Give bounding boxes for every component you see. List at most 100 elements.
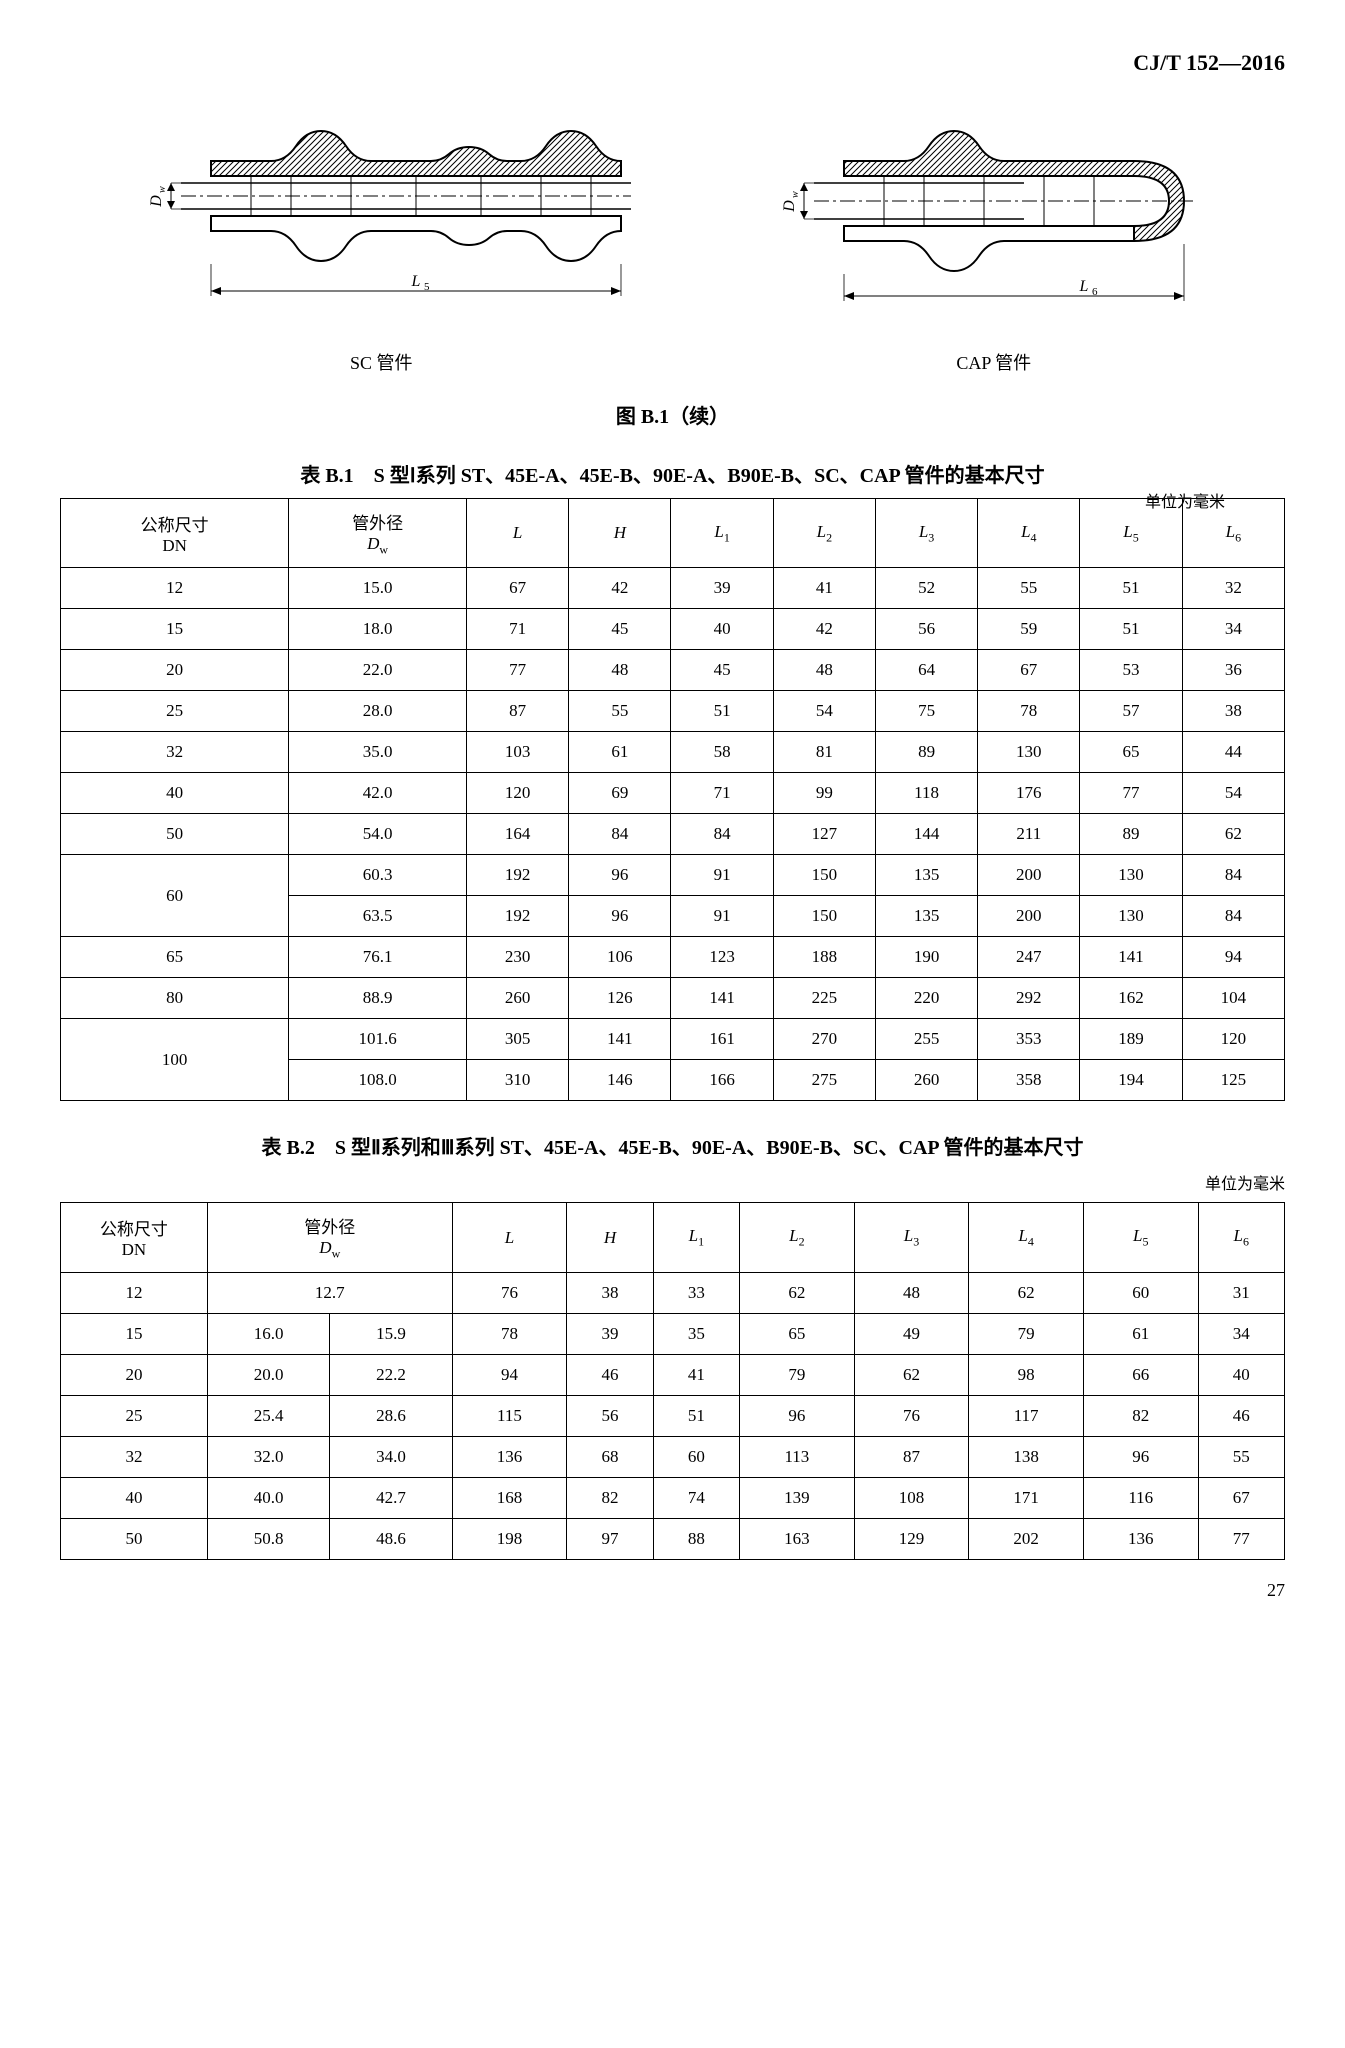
- table-row: 2020.022.29446417962986640: [61, 1354, 1285, 1395]
- cell-dw: 54.0: [289, 814, 467, 855]
- cell-l5: 141: [1080, 937, 1182, 978]
- cell-h: 68: [567, 1436, 653, 1477]
- cell-dn: 60: [61, 855, 289, 937]
- cell-dn: 20: [61, 650, 289, 691]
- col-l2: L2: [773, 499, 875, 568]
- cell-dw-b: 42.7: [330, 1477, 452, 1518]
- cell-l5: 77: [1080, 773, 1182, 814]
- table-row: 1215.06742394152555132: [61, 568, 1285, 609]
- cell-l5: 66: [1083, 1354, 1198, 1395]
- cell-dw: 15.0: [289, 568, 467, 609]
- cell-dn: 25: [61, 1395, 208, 1436]
- cell-l2: 270: [773, 1019, 875, 1060]
- cell-l5: 89: [1080, 814, 1182, 855]
- cell-dw-a: 25.4: [207, 1395, 329, 1436]
- cell-l3: 62: [854, 1354, 969, 1395]
- col-dw: 管外径Dw: [289, 499, 467, 568]
- cell-h: 82: [567, 1477, 653, 1518]
- col-dn: 公称尺寸DN: [61, 1203, 208, 1272]
- cell-l3: 255: [875, 1019, 977, 1060]
- table-row: 6060.3192969115013520013084: [61, 855, 1285, 896]
- cell-l5: 61: [1083, 1313, 1198, 1354]
- cell-l6: 46: [1198, 1395, 1284, 1436]
- table-header-row: 公称尺寸DN 管外径Dw L H L1 L2 L3 L4 L5 L6: [61, 1203, 1285, 1272]
- col-dn: 公称尺寸DN: [61, 499, 289, 568]
- cell-l4: 292: [978, 978, 1080, 1019]
- cell-l6: 120: [1182, 1019, 1284, 1060]
- cell-l6: 77: [1198, 1518, 1284, 1559]
- cell-l2: 150: [773, 855, 875, 896]
- cell-dn: 25: [61, 691, 289, 732]
- cell-l4: 358: [978, 1060, 1080, 1101]
- table-row: 1518.07145404256595134: [61, 609, 1285, 650]
- cell-dw: 76.1: [289, 937, 467, 978]
- cell-l4: 353: [978, 1019, 1080, 1060]
- table-b1: 公称尺寸DN 管外径Dw L H L1 L2 L3 L4 L5 L6 1215.…: [60, 498, 1285, 1101]
- cell-l3: 56: [875, 609, 977, 650]
- cell-l5: 82: [1083, 1395, 1198, 1436]
- col-l1: L1: [671, 499, 773, 568]
- diagram-sc-label: SC 管件: [121, 349, 641, 375]
- svg-text:6: 6: [1092, 286, 1098, 298]
- col-l3: L3: [875, 499, 977, 568]
- cell-l1: 88: [653, 1518, 739, 1559]
- cell-l1: 35: [653, 1313, 739, 1354]
- cell-h: 96: [569, 855, 671, 896]
- cell-l6: 94: [1182, 937, 1284, 978]
- cell-l5: 130: [1080, 855, 1182, 896]
- page-number: 27: [60, 1580, 1285, 1601]
- cell-h: 96: [569, 896, 671, 937]
- cell-l: 115: [452, 1395, 567, 1436]
- cell-l6: 34: [1198, 1313, 1284, 1354]
- cell-dw-b: 28.6: [330, 1395, 452, 1436]
- table-row: 3232.034.01366860113871389655: [61, 1436, 1285, 1477]
- cell-l1: 91: [671, 855, 773, 896]
- cell-h: 38: [567, 1272, 653, 1313]
- cell-l: 230: [467, 937, 569, 978]
- cell-l5: 51: [1080, 568, 1182, 609]
- cell-l6: 44: [1182, 732, 1284, 773]
- cell-l2: 42: [773, 609, 875, 650]
- cell-dw: 108.0: [289, 1060, 467, 1101]
- col-l1: L1: [653, 1203, 739, 1272]
- table1-unit: 单位为毫米: [1145, 488, 1225, 512]
- col-l3: L3: [854, 1203, 969, 1272]
- table-row: 1212.77638336248626031: [61, 1272, 1285, 1313]
- cell-l2: 48: [773, 650, 875, 691]
- cell-dw-a: 12.7: [207, 1272, 452, 1313]
- cell-l: 310: [467, 1060, 569, 1101]
- cell-dn: 50: [61, 1518, 208, 1559]
- diagram-cap: D w L 6 CAP 管件: [764, 106, 1224, 375]
- cell-dw: 28.0: [289, 691, 467, 732]
- cell-l3: 64: [875, 650, 977, 691]
- cap-fitting-svg: D w L 6: [764, 106, 1224, 336]
- table-row: 2022.07748454864675336: [61, 650, 1285, 691]
- cell-l4: 171: [969, 1477, 1084, 1518]
- cell-l: 87: [467, 691, 569, 732]
- cell-l: 198: [452, 1518, 567, 1559]
- cell-l1: 161: [671, 1019, 773, 1060]
- cell-dw: 60.3: [289, 855, 467, 896]
- cell-dw: 18.0: [289, 609, 467, 650]
- cell-l1: 71: [671, 773, 773, 814]
- cell-h: 42: [569, 568, 671, 609]
- cell-l1: 74: [653, 1477, 739, 1518]
- cell-l4: 67: [978, 650, 1080, 691]
- cell-l5: 189: [1080, 1019, 1182, 1060]
- cell-l2: 99: [773, 773, 875, 814]
- cell-l6: 34: [1182, 609, 1284, 650]
- cell-dw-b: 34.0: [330, 1436, 452, 1477]
- cell-l6: 84: [1182, 896, 1284, 937]
- cell-l3: 76: [854, 1395, 969, 1436]
- cell-l2: 225: [773, 978, 875, 1019]
- cell-dw: 42.0: [289, 773, 467, 814]
- cell-l2: 54: [773, 691, 875, 732]
- cell-l: 103: [467, 732, 569, 773]
- cell-l: 67: [467, 568, 569, 609]
- cell-l2: 65: [740, 1313, 855, 1354]
- cell-l1: 141: [671, 978, 773, 1019]
- cell-dn: 32: [61, 1436, 208, 1477]
- cell-l3: 135: [875, 896, 977, 937]
- figure-caption: 图 B.1（续）: [60, 400, 1285, 429]
- cell-dn: 40: [61, 1477, 208, 1518]
